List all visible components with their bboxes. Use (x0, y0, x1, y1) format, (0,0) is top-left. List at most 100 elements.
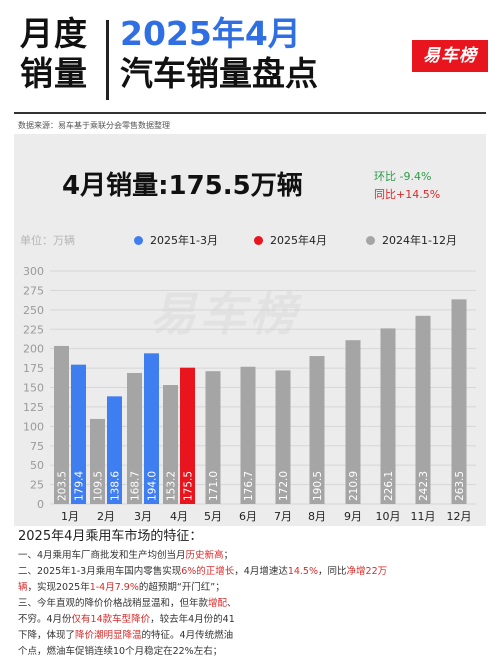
y-tick-label: 150 (23, 382, 44, 395)
y-tick-label: 0 (37, 498, 44, 511)
bar (205, 371, 221, 504)
market-features: 2025年4月乘用车市场的特征： 一、4月乘用车厂商批发和生产均创当月历史新高；… (18, 528, 488, 660)
legend-item-2024: 2024年1-12月 (366, 232, 457, 248)
y-tick-label: 250 (23, 304, 44, 317)
header-rule (14, 112, 486, 114)
x-tick-label: 3月 (134, 510, 152, 523)
mom-change: 环比 -9.4% (374, 170, 432, 183)
text: ，同比 (318, 566, 347, 577)
section-label-line1: 月度 (20, 14, 88, 53)
bar (127, 372, 142, 504)
y-tick-label: 300 (23, 265, 44, 278)
text: 不穷。4月份 (18, 614, 72, 625)
feature-line-2: 二、2025年1-3月乘用车国内零售实现6%的正增长，4月增速达14.5%，同比… (18, 564, 488, 580)
legend-item-2025-apr: 2025年4月 (254, 232, 327, 248)
y-tick-label: 200 (23, 343, 44, 356)
data-label: 179.4 (74, 471, 86, 501)
feature-line-7: 个点，燃油车促销连续10个月稳定在22%左右； (18, 646, 223, 657)
unit-label: 单位：万辆 (20, 234, 75, 247)
legend-swatch-gray (366, 235, 375, 245)
data-label: 168.7 (130, 471, 142, 501)
y-tick-label: 50 (30, 459, 44, 472)
headline: 4月销量:175.5万辆 (62, 171, 303, 201)
data-label: 263.5 (454, 471, 466, 501)
data-label: 226.1 (383, 471, 395, 501)
brand-logo: 易车榜 (412, 40, 488, 72)
y-tick-label: 75 (30, 440, 44, 453)
x-tick-label: 11月 (411, 510, 436, 523)
bar (309, 356, 325, 504)
section-label-line2: 销量 (20, 54, 88, 93)
highlight: 降价潮明显降温 (75, 630, 142, 641)
feature-line-5: 不穷。4月份仅有14款车型降价，较去年4月份的41 (18, 612, 488, 628)
data-label: 194.0 (147, 471, 159, 501)
text: 的特征。4月传统燃油 (141, 630, 234, 641)
features-title: 2025年4月乘用车市场的特征： (18, 529, 203, 544)
data-source: 数据来源：易车基于乘联分会零售数据整理 (18, 121, 170, 130)
data-label: 138.6 (110, 471, 122, 501)
text: ，较去年4月份的41 (150, 614, 235, 625)
highlight: 辆 (18, 582, 28, 593)
bar (107, 396, 122, 504)
data-label: 242.3 (418, 471, 430, 501)
text: ，实现2025年 (27, 582, 90, 593)
text: 二、2025年1-3月乘用车国内零售实现 (18, 566, 182, 577)
x-tick-label: 12月 (447, 510, 472, 523)
data-label: 203.5 (57, 471, 69, 501)
y-tick-label: 275 (23, 284, 44, 297)
legend-swatch-red (254, 235, 263, 245)
data-label: 210.9 (348, 471, 360, 501)
fade-overlay (300, 598, 500, 667)
yoy-change: 同比+14.5% (374, 188, 441, 201)
highlight: 14.5% (287, 566, 319, 577)
x-tick-label: 4月 (170, 510, 188, 523)
x-tick-label: 5月 (204, 510, 222, 523)
highlight: 净增22万 (346, 566, 388, 577)
highlight: 仅有14款车型降价 (71, 614, 151, 625)
bar (71, 364, 86, 504)
text: ； (223, 550, 234, 561)
bar (180, 367, 195, 504)
data-label: 171.0 (208, 471, 220, 501)
feature-line-4: 三、今年直观的降价价格战稍显温和，但年款增配、 (18, 596, 488, 612)
y-tick-label: 175 (23, 362, 44, 375)
text: 三、今年直观的降价价格战稍显温和，但年款 (18, 598, 209, 609)
feature-line-3: 辆，实现2025年1-4月7.9%的超预期“开门红”； (18, 580, 488, 596)
highlight: 增配 (208, 598, 228, 609)
bar (345, 340, 361, 504)
y-tick-label: 225 (23, 323, 44, 336)
x-tick-label: 8月 (308, 510, 326, 523)
data-label: 175.5 (183, 471, 195, 501)
header-divider (106, 20, 109, 100)
highlight: 6%的正增长 (181, 566, 235, 577)
page-title-date: 2025年4月 (120, 14, 301, 53)
bar (275, 370, 291, 504)
text: 一、4月乘用车厂商批发和生产均创当月 (18, 550, 186, 561)
x-tick-label: 7月 (274, 510, 292, 523)
text: 的超预期“开门红”； (138, 582, 225, 593)
x-tick-label: 2月 (97, 510, 115, 523)
page-title-main: 汽车销量盘点 (120, 54, 318, 93)
legend-label: 2024年1-12月 (382, 234, 457, 247)
text: 下降，体现了 (18, 630, 76, 641)
watermark: 易车榜 (150, 287, 300, 341)
section-label: 月度 销量 (20, 14, 100, 94)
legend-swatch-blue (134, 235, 143, 245)
highlight: 1-4月7.9% (89, 582, 139, 593)
legend-label: 2025年1-3月 (150, 234, 218, 247)
bar (240, 366, 256, 504)
text: 、 (227, 598, 237, 609)
bar (380, 328, 396, 504)
bar (163, 385, 178, 504)
bar (54, 345, 69, 504)
x-tick-label: 6月 (239, 510, 257, 523)
text: ，4月增速达 (234, 566, 288, 577)
data-label: 109.5 (93, 471, 105, 501)
x-tick-label: 9月 (344, 510, 362, 523)
data-label: 190.5 (312, 471, 324, 501)
data-label: 153.2 (166, 471, 178, 501)
legend-label: 2025年4月 (270, 234, 327, 247)
bar (451, 299, 467, 504)
highlight: 历史新高 (185, 550, 224, 561)
feature-line-6: 下降，体现了降价潮明显降温的特征。4月传统燃油 (18, 628, 488, 644)
